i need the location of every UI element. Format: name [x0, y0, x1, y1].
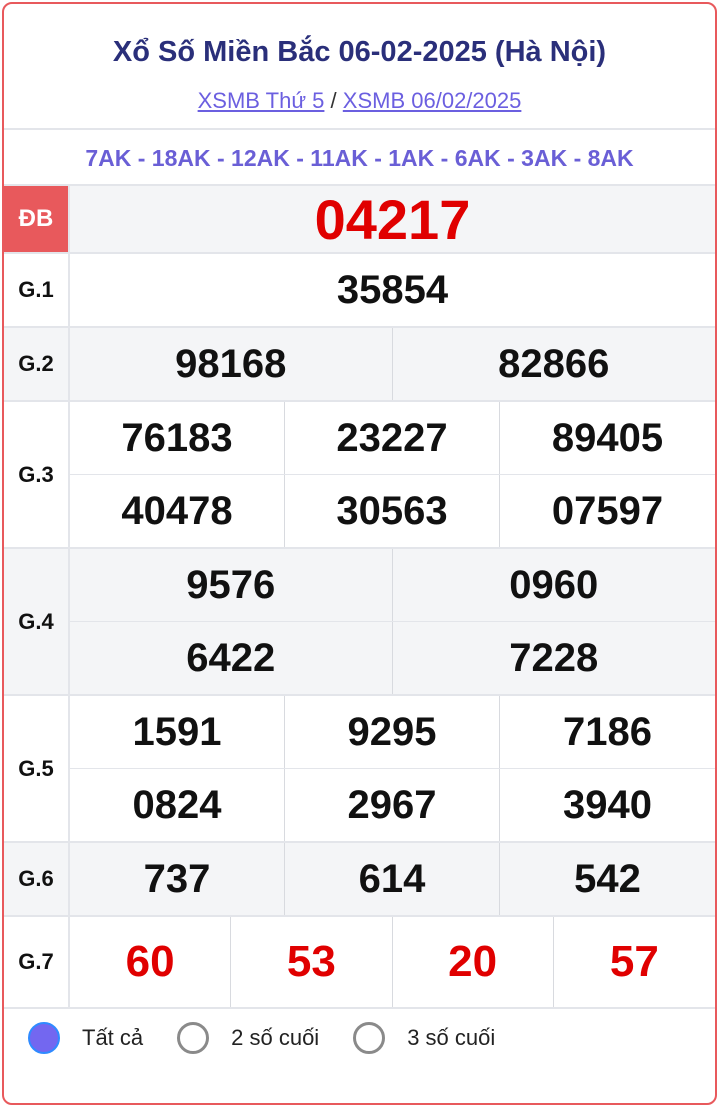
- prize-number: 7186: [562, 709, 652, 754]
- prize-row-db: ĐB 04217: [4, 186, 715, 254]
- prize-number: 57: [609, 937, 659, 986]
- prize-number: 1591: [70, 696, 285, 768]
- prize-number: 30563: [285, 475, 500, 547]
- filter-option-all[interactable]: Tất cả: [28, 1022, 143, 1054]
- filter-option-label: 3 số cuối: [407, 1025, 496, 1050]
- prize-number: 35854: [336, 267, 449, 312]
- page-title: Xổ Số Miền Bắc 06-02-2025 (Hà Nội): [112, 36, 607, 68]
- prize-row-g2: G.2 98168 82866: [4, 328, 715, 402]
- prize-number: 20: [393, 917, 554, 1007]
- filter-option-label: 2 số cuối: [231, 1025, 320, 1050]
- prize-label: ĐB: [4, 186, 70, 252]
- prize-row-g7: G.7 60 53 20 57: [4, 917, 715, 1009]
- prize-number: 6422: [70, 622, 393, 694]
- filter-option-last-2[interactable]: 2 số cuối: [177, 1022, 319, 1054]
- ticket-codes: 7AK - 18AK - 12AK - 11AK - 1AK - 6AK - 3…: [4, 128, 715, 186]
- filter-option-label: Tất cả: [82, 1025, 144, 1050]
- prize-number: 53: [231, 917, 393, 1007]
- results-table: ĐB 04217 G.1 35854 G.2 98168 82866 G.3 7…: [4, 186, 715, 1009]
- prize-number: 737: [70, 843, 285, 915]
- radio-selected-icon[interactable]: [28, 1022, 60, 1054]
- prize-number: 614: [285, 843, 500, 915]
- prize-number: 3940: [562, 782, 652, 827]
- prize-number: 0824: [70, 769, 285, 841]
- prize-label: G.7: [4, 917, 70, 1007]
- prize-number: 2967: [285, 769, 500, 841]
- prize-row-g3: G.3 76183 23227 89405 40478 30563 07597: [4, 402, 715, 549]
- prize-label: G.1: [4, 254, 70, 326]
- prize-number: 76183: [70, 402, 285, 474]
- prize-number: 98168: [70, 328, 393, 400]
- special-prize-number: 04217: [314, 187, 471, 251]
- prize-number: 0960: [509, 562, 599, 607]
- prize-number: 82866: [498, 341, 610, 386]
- radio-icon[interactable]: [177, 1022, 210, 1054]
- prize-label: G.2: [4, 328, 70, 400]
- prize-row-g4: G.4 9576 0960 6422 7228: [4, 549, 715, 696]
- radio-icon[interactable]: [353, 1022, 386, 1054]
- prize-number: 23227: [285, 402, 500, 474]
- prize-row-g1: G.1 35854: [4, 254, 715, 328]
- prize-row-g5: G.5 1591 9295 7186 0824 2967 3940: [4, 696, 715, 843]
- prize-number: 89405: [551, 415, 664, 460]
- prize-number: 9295: [285, 696, 500, 768]
- prize-number: 07597: [551, 488, 664, 533]
- breadcrumb-separator: /: [330, 88, 337, 113]
- prize-row-g6: G.6 737 614 542: [4, 843, 715, 917]
- link-xsmb-date[interactable]: XSMB 06/02/2025: [342, 88, 522, 113]
- prize-label: G.5: [4, 696, 70, 841]
- link-xsmb-weekday[interactable]: XSMB Thứ 5: [197, 88, 325, 113]
- filter-option-last-3[interactable]: 3 số cuối: [353, 1022, 495, 1054]
- prize-number: 40478: [70, 475, 285, 547]
- prize-label: G.3: [4, 402, 70, 547]
- digit-filter: Tất cả 2 số cuối 3 số cuối: [28, 1022, 529, 1054]
- breadcrumb: XSMB Thứ 5 / XSMB 06/02/2025: [4, 88, 715, 114]
- prize-number: 542: [574, 856, 641, 901]
- prize-number: 9576: [70, 549, 393, 621]
- prize-number: 7228: [509, 635, 599, 680]
- prize-label: G.4: [4, 549, 70, 694]
- prize-number: 60: [70, 917, 232, 1007]
- prize-label: G.6: [4, 843, 70, 915]
